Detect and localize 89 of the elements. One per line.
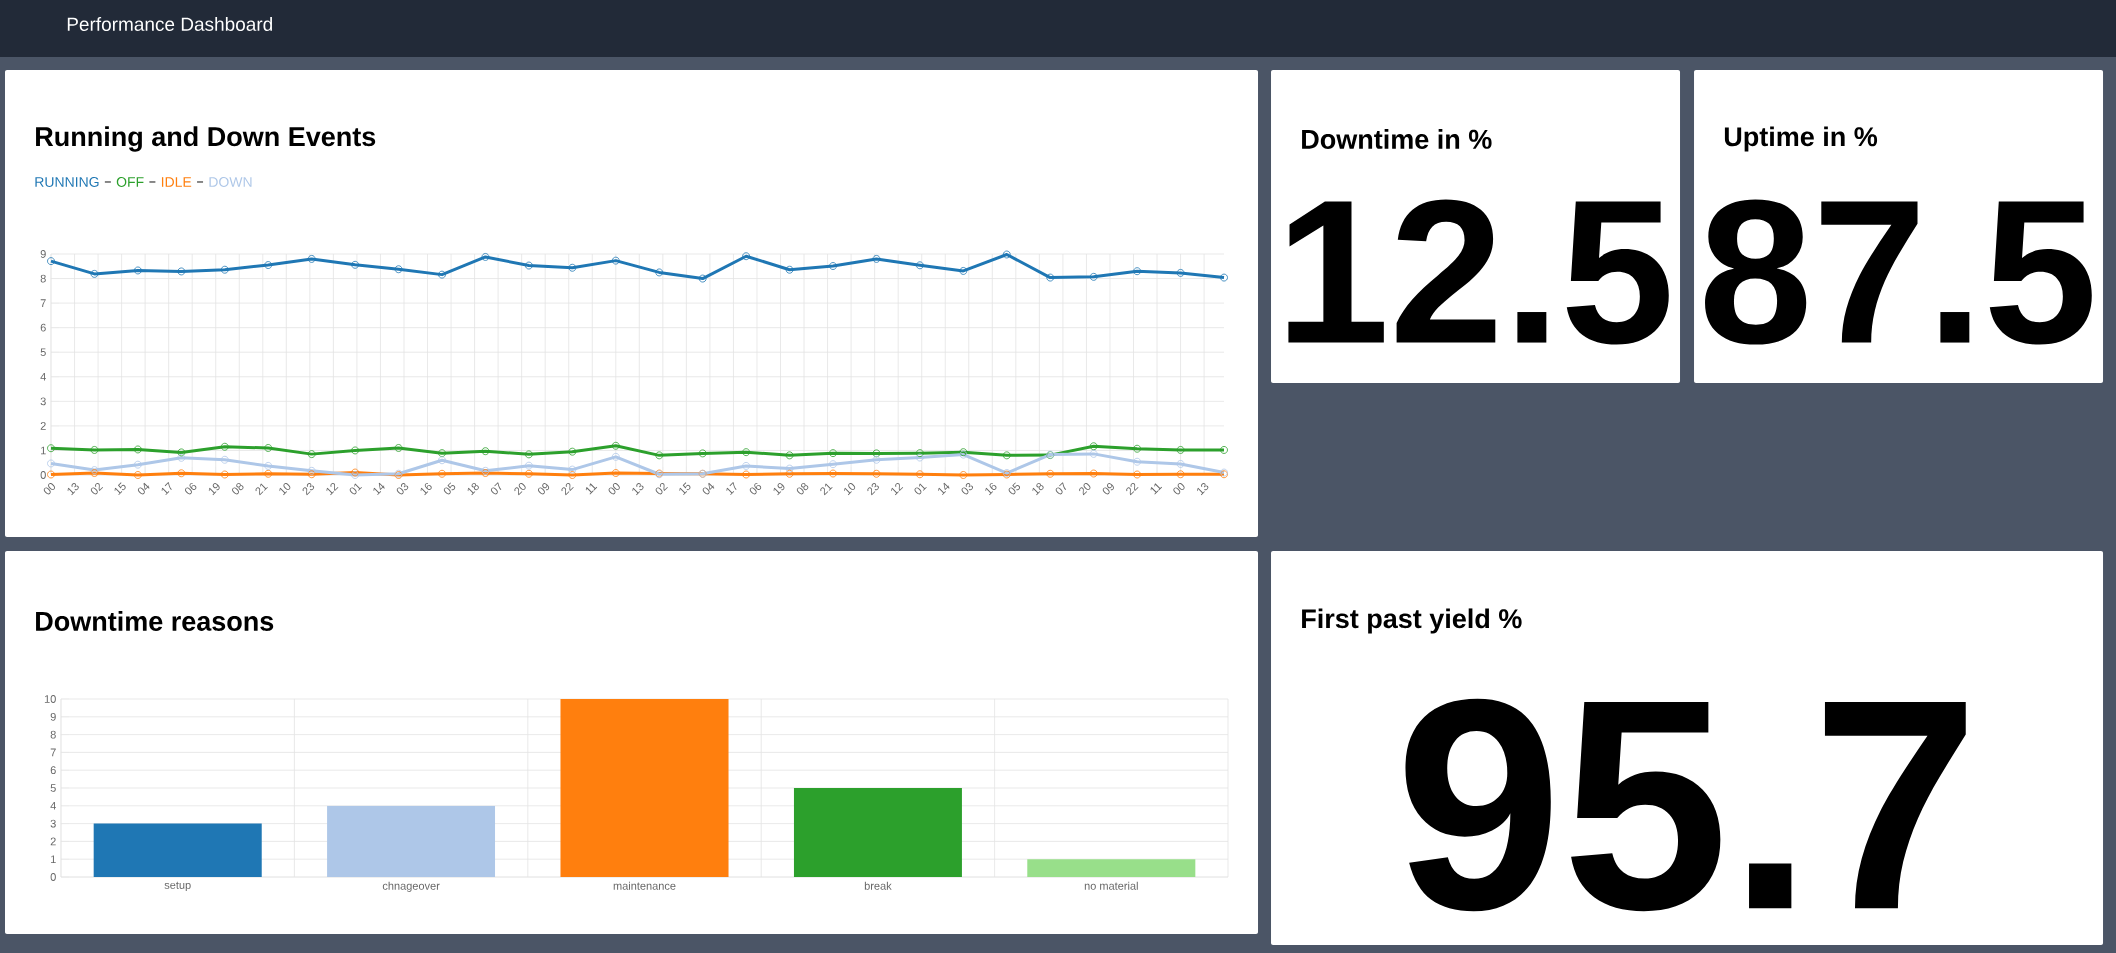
text: DOWN xyxy=(209,177,252,187)
x-tick-label: 21 xyxy=(255,483,268,496)
x-tick-label: 02 xyxy=(655,482,668,495)
x-tick-label: 19 xyxy=(208,483,220,496)
text: 95.7 xyxy=(1405,698,1966,912)
x-tick-label: 08 xyxy=(232,482,244,495)
y-tick-label: 9 xyxy=(40,250,46,258)
y-tick-label: 3 xyxy=(40,397,46,406)
chart-title: Running and Down Events xyxy=(36,126,376,152)
x-tick-label: 00 xyxy=(608,483,620,495)
x-tick-label: 16 xyxy=(985,482,997,496)
y-tick-label: 0 xyxy=(40,471,46,479)
x-tick-label: 13 xyxy=(67,482,79,496)
y-tick-label: 5 xyxy=(50,784,56,792)
text: Downtime in % xyxy=(1302,129,1492,149)
x-tick-label: 05 xyxy=(1008,482,1021,495)
y-tick-label: 4 xyxy=(50,802,56,810)
x-tick-label: 08 xyxy=(796,482,809,495)
text: Performance Dashboard xyxy=(67,17,272,31)
text: RUNNING xyxy=(35,177,99,187)
x-tick-label: 07 xyxy=(490,482,502,495)
chart-title: Downtime reasons xyxy=(36,611,274,631)
x-tick-label: 22 xyxy=(561,482,574,496)
y-tick-label: 7 xyxy=(40,299,46,307)
x-tick-label: 12 xyxy=(326,482,339,496)
x-tick-label: 11 xyxy=(585,483,598,495)
x-tick-label: 00 xyxy=(1173,483,1185,495)
text: First past yield % xyxy=(1302,608,1522,634)
x-tick-label: 14 xyxy=(373,482,385,496)
x-tick-label: 19 xyxy=(773,483,785,496)
y-tick-label: 6 xyxy=(40,323,46,332)
y-tick-label: 8 xyxy=(40,274,46,283)
x-tick-label: 09 xyxy=(1102,483,1114,495)
x-tick-label: 01 xyxy=(914,483,927,495)
y-tick-label: 3 xyxy=(50,819,56,828)
x-tick-label: 03 xyxy=(961,482,974,495)
x-tick-label: 15 xyxy=(114,482,126,496)
x-tick-label: 06 xyxy=(184,482,197,495)
x-tick-label: 18 xyxy=(467,482,479,496)
y-tick-label: 5 xyxy=(40,348,46,357)
x-tick-label: 17 xyxy=(726,482,737,496)
x-tick-label: 03 xyxy=(396,482,409,495)
x-tick-label: 21 xyxy=(820,483,833,496)
text: IDLE xyxy=(161,177,192,187)
x-tick-label: 09 xyxy=(537,483,550,495)
x-tick-label: 14 xyxy=(938,482,950,496)
y-tick-label: 6 xyxy=(50,766,56,775)
y-tick-label: 8 xyxy=(50,730,56,739)
x-tick-label: 18 xyxy=(1032,482,1044,496)
x-tick-label: 16 xyxy=(420,482,432,496)
y-tick-label: 1 xyxy=(51,855,56,863)
x-tick-label: 20 xyxy=(514,483,526,496)
y-tick-label: 2 xyxy=(40,422,46,430)
y-tick-label: 0 xyxy=(50,873,56,881)
y-tick-label: 4 xyxy=(40,372,46,381)
text: OFF xyxy=(116,177,144,187)
x-tick-label: 22 xyxy=(1126,482,1139,496)
x-tick-label: setup xyxy=(164,881,191,892)
x-tick-label: 13 xyxy=(1197,482,1209,496)
x-tick-label: 06 xyxy=(749,482,762,495)
text: 12.5 xyxy=(1288,199,1669,345)
x-tick-label: 12 xyxy=(891,482,904,496)
x-tick-label: 04 xyxy=(702,482,715,495)
y-tick-label: 10 xyxy=(44,695,56,703)
x-tick-label: 20 xyxy=(1079,483,1091,496)
x-tick-label: 11 xyxy=(1150,483,1163,495)
x-tick-label: 05 xyxy=(443,482,456,495)
x-tick-label: break xyxy=(864,881,892,890)
y-tick-label: 9 xyxy=(50,712,56,721)
text: 87.5 xyxy=(1705,199,2092,345)
x-tick-label: 01 xyxy=(349,483,362,495)
x-tick-label: no material xyxy=(1084,881,1138,890)
x-tick-label: 23 xyxy=(867,482,879,496)
x-tick-label: 15 xyxy=(679,482,691,496)
x-tick-label: 02 xyxy=(90,482,104,495)
x-tick-label: 17 xyxy=(161,482,172,496)
y-tick-label: 7 xyxy=(50,748,56,757)
x-tick-label: 13 xyxy=(632,482,644,496)
x-tick-label: maintenance xyxy=(613,881,676,890)
y-tick-label: 2 xyxy=(50,837,56,846)
x-tick-label: 10 xyxy=(844,483,856,496)
x-tick-label: 23 xyxy=(302,482,315,496)
x-tick-label: 00 xyxy=(43,483,56,495)
y-tick-label: 1 xyxy=(41,446,46,455)
x-tick-label: 04 xyxy=(137,482,150,495)
x-tick-label: chnageover xyxy=(382,881,440,892)
text: Uptime in % xyxy=(1724,126,1878,152)
x-tick-label: 07 xyxy=(1055,482,1067,495)
x-tick-label: 10 xyxy=(279,483,291,496)
